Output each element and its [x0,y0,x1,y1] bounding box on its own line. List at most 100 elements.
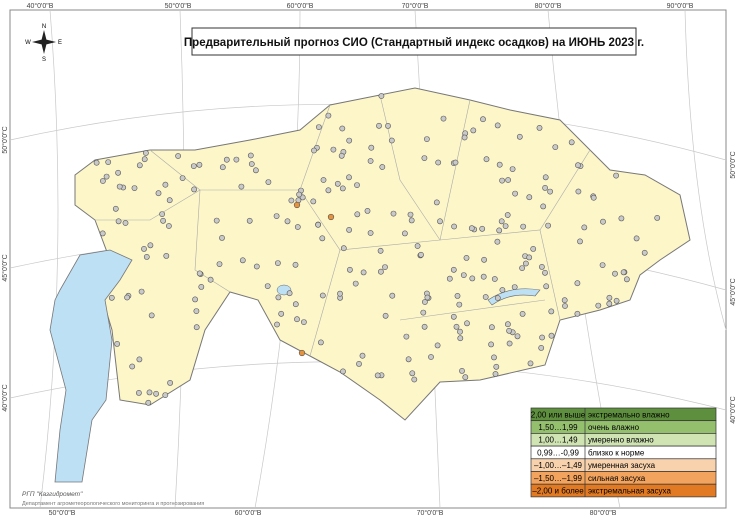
station [450,313,457,320]
station [216,261,223,267]
station [340,245,347,252]
station [526,254,533,261]
compass-label: N [42,24,46,30]
station [162,392,169,398]
legend-label: очень влажно [588,423,640,432]
station [196,161,203,168]
grid-label: 40°0'0"С [729,396,737,423]
station [315,124,322,130]
grid-label: 80°0'0"В [535,2,562,10]
station [248,161,255,167]
station [450,266,457,273]
station [340,368,346,375]
legend-range: 1,50…1,99 [538,423,578,432]
station [223,156,230,163]
legend-range: –2,00 и более [532,487,584,496]
station [461,134,468,141]
station [175,153,181,159]
station [568,139,575,146]
station [590,194,597,201]
station [136,356,143,363]
station [219,164,226,171]
station [374,372,381,379]
station [542,269,548,276]
station [275,294,282,301]
station [469,275,476,282]
station [405,356,412,363]
station [414,243,421,249]
grid-label: 70°0'0"В [402,2,429,10]
station [364,207,371,214]
station [574,280,581,287]
station [166,197,173,204]
station [435,159,442,166]
grid-label: 45°0'0"С [1,254,9,281]
station [561,297,568,304]
station [428,354,434,360]
legend-label: экстремальная засуха [588,487,671,496]
grid-label: 50°0'0"С [1,126,9,153]
station [160,217,166,224]
station [196,270,203,277]
station [377,268,384,275]
station [99,230,106,237]
compass-label: W [25,40,31,46]
station [339,185,346,192]
station [311,147,317,154]
grid-label: 50°0'0"В [49,509,76,517]
station [574,310,581,317]
station [516,133,523,140]
station [437,218,443,225]
grid-label: 40°0'0"В [27,2,54,10]
station [163,252,170,259]
station [193,324,200,331]
station [165,223,172,229]
station [595,302,602,309]
station [129,363,136,370]
legend-label: близко к норме [588,448,645,457]
station [320,177,327,183]
station [354,211,361,218]
station [519,265,525,271]
station [193,308,200,314]
caspian-sea [49,249,133,483]
station [135,389,142,396]
station [505,177,511,183]
station [421,155,428,161]
station [434,342,441,349]
station [284,218,291,225]
station [457,328,463,335]
station [167,379,173,386]
legend-label: умеренно влажно [588,436,654,445]
station [346,137,353,144]
station [192,296,198,303]
station [330,146,337,153]
station [310,198,317,205]
station [379,164,386,170]
station [600,218,606,225]
station [418,251,424,258]
station [509,166,516,172]
station [247,152,254,159]
station [548,308,555,315]
station [440,115,447,122]
station [114,340,120,347]
station [451,223,457,230]
station [470,127,477,134]
station [162,181,169,188]
compass: N W E S [25,24,62,63]
station [233,156,240,163]
station [514,333,521,340]
stations [93,93,661,406]
footer: Департамент агрометеорологического монит… [22,501,204,507]
station [575,162,581,169]
station [502,223,509,229]
station [274,260,281,266]
station [452,159,459,166]
station [377,247,384,254]
station [354,182,360,188]
station [479,225,486,232]
station [613,297,620,304]
station [506,340,513,347]
station [367,158,374,164]
